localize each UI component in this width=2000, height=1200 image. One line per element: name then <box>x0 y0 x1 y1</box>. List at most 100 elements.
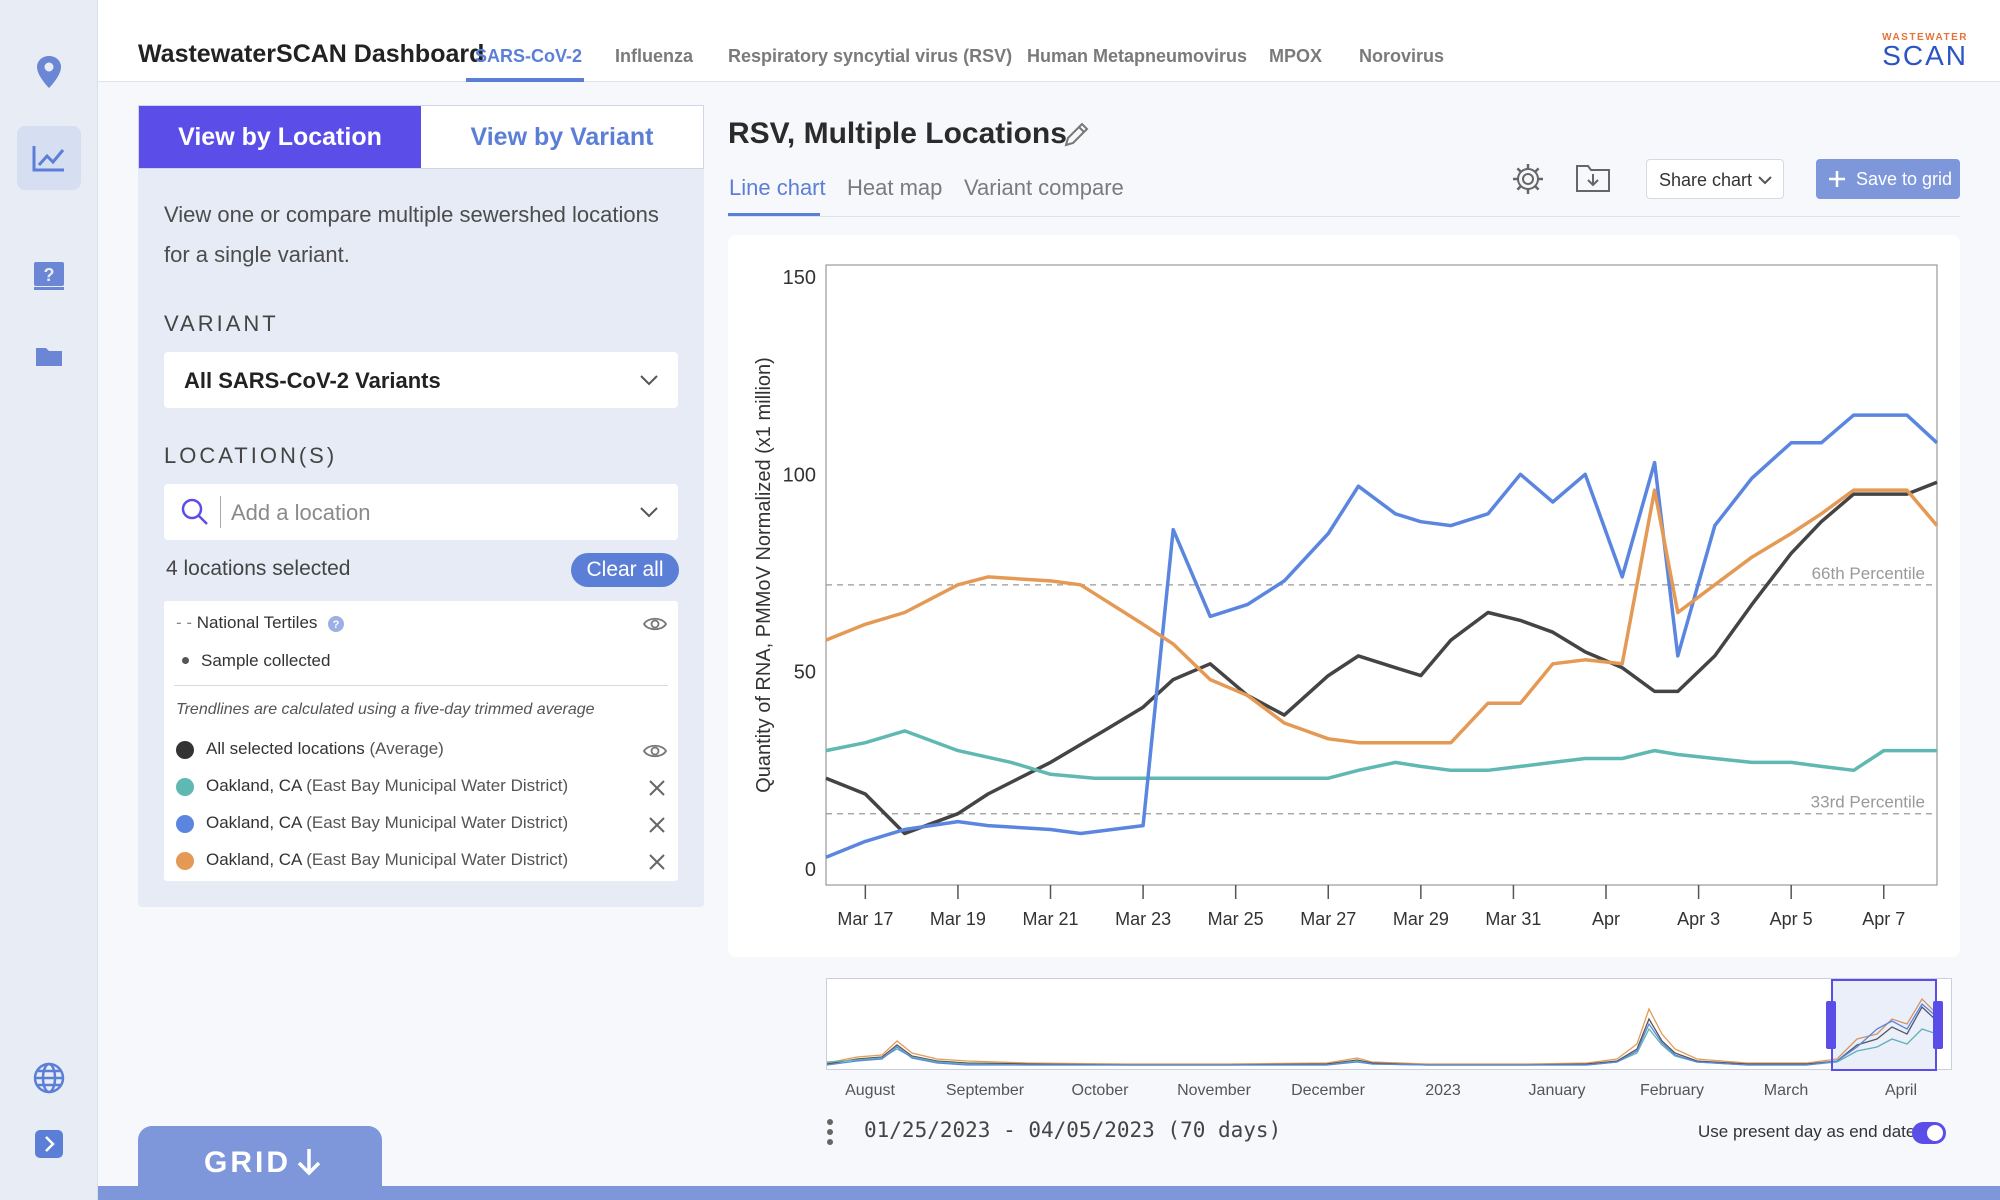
legend-item-average: All selected locations (Average) <box>206 739 444 758</box>
variant-select[interactable]: All SARS-CoV-2 Variants <box>164 352 678 408</box>
folder-icon[interactable] <box>0 324 98 388</box>
svg-text:?: ? <box>333 619 340 631</box>
x-tick-label: Apr 5 <box>1770 909 1813 929</box>
present-day-toggle[interactable] <box>1912 1122 1946 1144</box>
brush-tick: April <box>1884 1082 1918 1099</box>
tab-influenza[interactable]: Influenza <box>615 46 694 66</box>
percentile-label: 33rd Percentile <box>1811 793 1925 812</box>
edit-pencil-icon[interactable] <box>1060 119 1092 151</box>
chart-legend: - - National Tertiles ? Sample collected… <box>164 601 678 881</box>
brush-tick: December <box>1291 1082 1365 1099</box>
location-pin-icon[interactable] <box>0 40 98 104</box>
series-line-1[interactable] <box>825 729 1937 780</box>
view-by-variant-tab[interactable]: View by Variant <box>470 122 654 151</box>
panel-description: View one or compare multiple sewershed l… <box>164 202 659 267</box>
globe-icon[interactable] <box>0 1046 98 1110</box>
close-icon[interactable] <box>646 777 668 799</box>
brush-tick: October <box>1071 1082 1129 1099</box>
arrow-down-icon <box>297 1149 321 1176</box>
brush-tick: August <box>845 1082 895 1099</box>
legend-swatch-average <box>176 741 194 759</box>
location-search-input[interactable]: Add a location <box>164 484 678 540</box>
brush-handle-right[interactable] <box>1933 1001 1943 1049</box>
eye-icon[interactable] <box>642 742 668 760</box>
app-title: WastewaterSCAN Dashboard <box>138 40 485 68</box>
brush-tick: November <box>1177 1082 1251 1099</box>
variant-label: VARIANT <box>164 311 279 336</box>
tab-norovirus[interactable]: Norovirus <box>1359 46 1445 66</box>
help-book-icon[interactable]: ? <box>0 244 98 308</box>
brush-tick: January <box>1528 1082 1586 1099</box>
active-tab-underline <box>466 78 584 82</box>
chart-icon[interactable] <box>0 126 98 190</box>
brush-selection[interactable] <box>1831 979 1937 1071</box>
y-tick-label: 150 <box>783 267 816 289</box>
legend-swatch-teal <box>176 778 194 796</box>
date-range-text[interactable]: 01/25/2023 - 04/05/2023 (70 days) <box>864 1118 1282 1142</box>
trendline-note: Trendlines are calculated using a five-d… <box>176 701 595 718</box>
help-icon[interactable]: ? <box>328 615 345 632</box>
brush-handle-left[interactable] <box>1826 1001 1836 1049</box>
expand-chevron-icon[interactable] <box>0 1112 98 1176</box>
locations-count: 4 locations selected <box>166 557 351 580</box>
legend-sample-collected: Sample collected <box>176 651 330 671</box>
y-tick-label: 0 <box>805 859 816 881</box>
tab-rsv[interactable]: Respiratory syncytial virus (RSV) <box>728 46 1013 66</box>
clear-all-button[interactable]: Clear all <box>571 553 679 587</box>
series-line-0[interactable] <box>825 480 1938 836</box>
close-icon[interactable] <box>646 814 668 836</box>
legend-swatch-orange <box>176 852 194 870</box>
overview-sparklines <box>826 979 1943 1071</box>
x-tick-label: Mar 21 <box>1022 909 1078 929</box>
line-chart[interactable]: 0 50 100 150 Quantity of RNA, PMMoV Normaliz… <box>728 235 1960 957</box>
toggle-knob <box>1927 1125 1943 1141</box>
brush-tick: March <box>1763 1082 1809 1099</box>
eye-icon[interactable] <box>642 615 668 633</box>
x-tick-label: Apr 3 <box>1677 909 1720 929</box>
location-placeholder: Add a location <box>231 500 371 525</box>
view-by-location-tab[interactable]: View by Location <box>139 106 421 168</box>
legend-item-location: Oakland, CA (East Bay Municipal Water Di… <box>206 813 569 832</box>
gear-icon[interactable] <box>1510 161 1546 197</box>
x-tick-label: Apr <box>1592 909 1620 929</box>
brush-tick: 2023 <box>1425 1082 1461 1099</box>
chart-card: 0 50 100 150 Quantity of RNA, PMMoV Normaliz… <box>728 235 1960 957</box>
tab-sars-cov-2[interactable]: SARS-CoV-2 <box>475 46 583 66</box>
more-options-icon[interactable] <box>826 1118 834 1146</box>
plot-frame <box>825 264 1938 886</box>
legend-divider <box>174 685 668 686</box>
x-tick-label: Mar 31 <box>1485 909 1541 929</box>
tab-variant-compare[interactable]: Variant compare <box>964 175 1124 200</box>
chevron-down-icon <box>640 375 658 386</box>
input-caret <box>220 496 221 528</box>
chevron-down-icon <box>1758 176 1772 185</box>
plus-icon <box>1829 171 1845 187</box>
series-line-3[interactable] <box>825 488 1939 745</box>
download-folder-icon[interactable] <box>1574 161 1612 195</box>
x-tick-label: Mar 29 <box>1393 909 1449 929</box>
tab-line-chart[interactable]: Line chart <box>729 175 826 200</box>
left-rail: ? <box>0 0 98 1200</box>
legend-swatch-blue <box>176 815 194 833</box>
variant-value: All SARS-CoV-2 Variants <box>184 368 441 393</box>
share-chart-button[interactable]: Share chart <box>1646 159 1784 199</box>
date-brush-overview[interactable] <box>826 978 1952 1071</box>
brush-tick: February <box>1639 1082 1705 1099</box>
locations-label: LOCATION(S) <box>164 443 338 468</box>
percentile-label: 66th Percentile <box>1812 564 1925 583</box>
wastewaterscan-logo: WASTEWATER SCAN <box>1882 32 1968 71</box>
series-line-2[interactable] <box>825 413 1939 859</box>
y-axis-label: Quantity of RNA, PMMoV Normalized (x1 mi… <box>753 357 775 793</box>
chart-tab-underline <box>728 213 820 216</box>
y-tick-label: 100 <box>783 464 816 486</box>
bottom-bar <box>98 1186 2000 1200</box>
save-to-grid-button[interactable]: Save to grid <box>1816 159 1960 199</box>
x-tick-label: Apr 7 <box>1862 909 1905 929</box>
legend-item-location: Oakland, CA (East Bay Municipal Water Di… <box>206 850 569 869</box>
tab-mpox[interactable]: MPOX <box>1269 46 1323 66</box>
tab-heat-map[interactable]: Heat map <box>847 175 943 200</box>
tab-hmpv[interactable]: Human Metapneumovirus <box>1027 46 1248 66</box>
filter-panel: View by Location View by Variant View on… <box>138 105 704 907</box>
view-tabs: View by Location View by Variant <box>138 105 704 169</box>
close-icon[interactable] <box>646 851 668 873</box>
